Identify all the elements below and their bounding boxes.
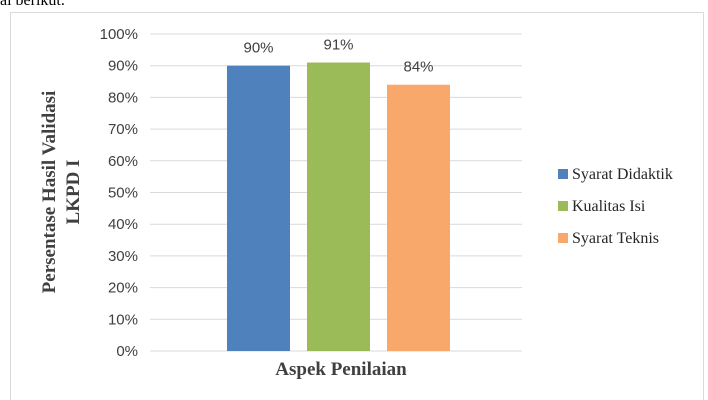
y-tick-label: 0% <box>116 343 138 360</box>
legend-label: Syarat Didaktik <box>572 166 673 183</box>
y-tick-label: 50% <box>108 185 138 202</box>
bar-syarat-didaktik <box>227 65 290 351</box>
y-tick-label: 90% <box>108 58 138 75</box>
y-tick-label: 80% <box>108 89 138 106</box>
chart-frame <box>10 12 704 400</box>
legend-label: Kualitas Isi <box>572 198 646 215</box>
y-tick-label: 40% <box>108 216 138 233</box>
legend-label: Syarat Teknis <box>572 230 659 247</box>
legend-swatch <box>558 233 568 243</box>
bar-kualitas-isi <box>307 62 370 351</box>
y-tick-label: 70% <box>108 121 138 138</box>
preceding-text-fragment: ai berikut. <box>0 0 65 9</box>
data-label: 90% <box>243 40 273 57</box>
data-labels: 90% 91% 84% <box>243 37 433 76</box>
legend-swatch <box>558 201 568 211</box>
y-tick-label: 20% <box>108 280 138 297</box>
legend-swatch <box>558 169 568 179</box>
bars <box>227 62 450 351</box>
y-tick-label: 60% <box>108 153 138 170</box>
y-axis-title-line-1: Persentase Hasil Validasi <box>39 91 60 294</box>
legend: Syarat Didaktik Kualitas Isi Syarat Teknis <box>558 166 673 247</box>
y-axis-ticks: 0% 10% 20% 30% 40% 50% 60% 70% 80% 90% 100% <box>100 26 138 360</box>
y-tick-label: 100% <box>100 26 138 43</box>
data-label: 91% <box>323 37 353 54</box>
x-axis-title: Aspek Penilaian <box>275 359 407 380</box>
y-axis-title-line-2: LKPD I <box>63 160 84 225</box>
bar-syarat-teknis <box>387 84 450 351</box>
y-tick-label: 10% <box>108 311 138 328</box>
data-label: 84% <box>403 59 433 76</box>
y-tick-label: 30% <box>108 248 138 265</box>
